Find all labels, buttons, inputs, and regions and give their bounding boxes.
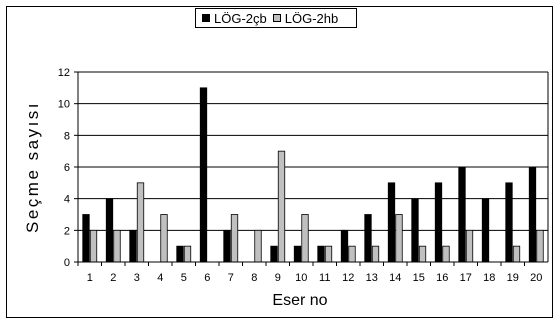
bar-series-2-cat-19 xyxy=(512,245,521,263)
bar-series-2-cat-14 xyxy=(395,214,403,263)
x-tick-label-1: 1 xyxy=(87,272,93,284)
bars xyxy=(82,87,544,263)
bar-series-1-cat-10 xyxy=(293,245,302,263)
x-tick-label-4: 4 xyxy=(157,272,163,284)
y-tick-label-0: 0 xyxy=(64,257,70,269)
y-axis-label: Seçme sayısı xyxy=(23,101,42,233)
legend-label-series-2: LÖG-2hb xyxy=(284,10,339,26)
bar-series-1-cat-6 xyxy=(199,87,208,263)
x-tick-label-15: 15 xyxy=(413,272,425,284)
x-tick-label-8: 8 xyxy=(251,272,257,284)
bar-series-1-cat-1 xyxy=(82,214,90,263)
bar-series-2-cat-8 xyxy=(254,229,262,263)
x-tick-label-3: 3 xyxy=(134,272,140,284)
y-tick-label-2: 2 xyxy=(64,225,70,237)
x-tick-label-9: 9 xyxy=(275,272,281,284)
bar-series-1-cat-2 xyxy=(105,198,114,263)
x-tick-label-12: 12 xyxy=(342,272,354,284)
bar-series-1-cat-5 xyxy=(176,245,184,263)
bar-series-1-cat-16 xyxy=(434,182,443,263)
bar-series-1-cat-17 xyxy=(458,166,466,263)
legend-swatch-series-2 xyxy=(272,14,281,22)
y-tick-label-4: 4 xyxy=(64,194,70,206)
gridlines xyxy=(74,71,548,266)
x-tick-labels: 1 2 3 4 5 6 7 8 9 10 11 12 13 14 15 16 17 18 19 20 xyxy=(87,272,543,284)
bar-series-2-cat-3 xyxy=(136,182,145,263)
x-tick-label-20: 20 xyxy=(530,272,542,284)
y-tick-label-12: 12 xyxy=(58,67,70,79)
bar-series-2-cat-5 xyxy=(183,245,192,263)
legend-item-series-2: LÖG-2hb xyxy=(272,10,339,26)
bar-series-2-cat-10 xyxy=(301,214,309,263)
x-tick-label-17: 17 xyxy=(460,272,472,284)
bar-series-2-cat-17 xyxy=(465,229,474,263)
x-tick-label-16: 16 xyxy=(436,272,448,284)
bar-series-2-cat-16 xyxy=(442,245,450,263)
bar-series-1-cat-3 xyxy=(129,229,137,263)
x-axis-label: Eser no xyxy=(272,292,327,309)
y-tick-label-8: 8 xyxy=(64,130,70,142)
bar-series-2-cat-15 xyxy=(418,245,427,263)
x-tick-label-14: 14 xyxy=(389,272,401,284)
x-tick-label-13: 13 xyxy=(366,272,378,284)
bar-series-2-cat-2 xyxy=(113,229,121,263)
bar-series-1-cat-19 xyxy=(505,182,513,263)
bar-series-1-cat-13 xyxy=(364,214,372,263)
bar-series-1-cat-14 xyxy=(387,182,396,263)
y-tick-labels: 0 2 4 6 8 10 12 xyxy=(58,67,70,269)
bar-series-1-cat-9 xyxy=(270,245,278,263)
bar-series-1-cat-11 xyxy=(317,245,325,263)
bar-series-2-cat-12 xyxy=(348,245,356,263)
legend-item-series-1: LÖG-2çb xyxy=(202,11,267,26)
x-tick-label-7: 7 xyxy=(228,272,234,284)
bar-series-2-cat-9 xyxy=(277,150,286,263)
x-tick-label-10: 10 xyxy=(295,272,307,284)
bar-series-1-cat-7 xyxy=(223,229,231,263)
bar-series-1-cat-12 xyxy=(340,229,349,263)
bar-series-2-cat-1 xyxy=(89,229,98,263)
legend-swatch-series-1 xyxy=(202,14,210,22)
bar-series-1-cat-18 xyxy=(481,198,490,263)
bar-series-2-cat-20 xyxy=(536,229,544,263)
bar-series-1-cat-15 xyxy=(411,198,419,263)
axes xyxy=(77,72,549,263)
bar-series-2-cat-4 xyxy=(160,214,168,263)
x-tick-label-11: 11 xyxy=(319,272,330,284)
y-tick-label-10: 10 xyxy=(58,99,70,111)
bar-series-2-cat-11 xyxy=(324,245,333,263)
legend-label-series-1: LÖG-2çb xyxy=(214,10,267,26)
x-tick-label-19: 19 xyxy=(507,272,519,284)
x-tick-label-2: 2 xyxy=(110,272,116,284)
bar-series-2-cat-13 xyxy=(371,245,380,263)
y-tick-label-6: 6 xyxy=(64,162,70,174)
x-tick-label-18: 18 xyxy=(483,272,495,284)
bar-series-1-cat-20 xyxy=(528,166,537,263)
x-tick-label-6: 6 xyxy=(204,272,210,284)
bar-series-2-cat-7 xyxy=(230,214,239,263)
legend: LÖG-2çb LÖG-2hb xyxy=(195,8,357,28)
x-tick-label-5: 5 xyxy=(181,272,187,284)
